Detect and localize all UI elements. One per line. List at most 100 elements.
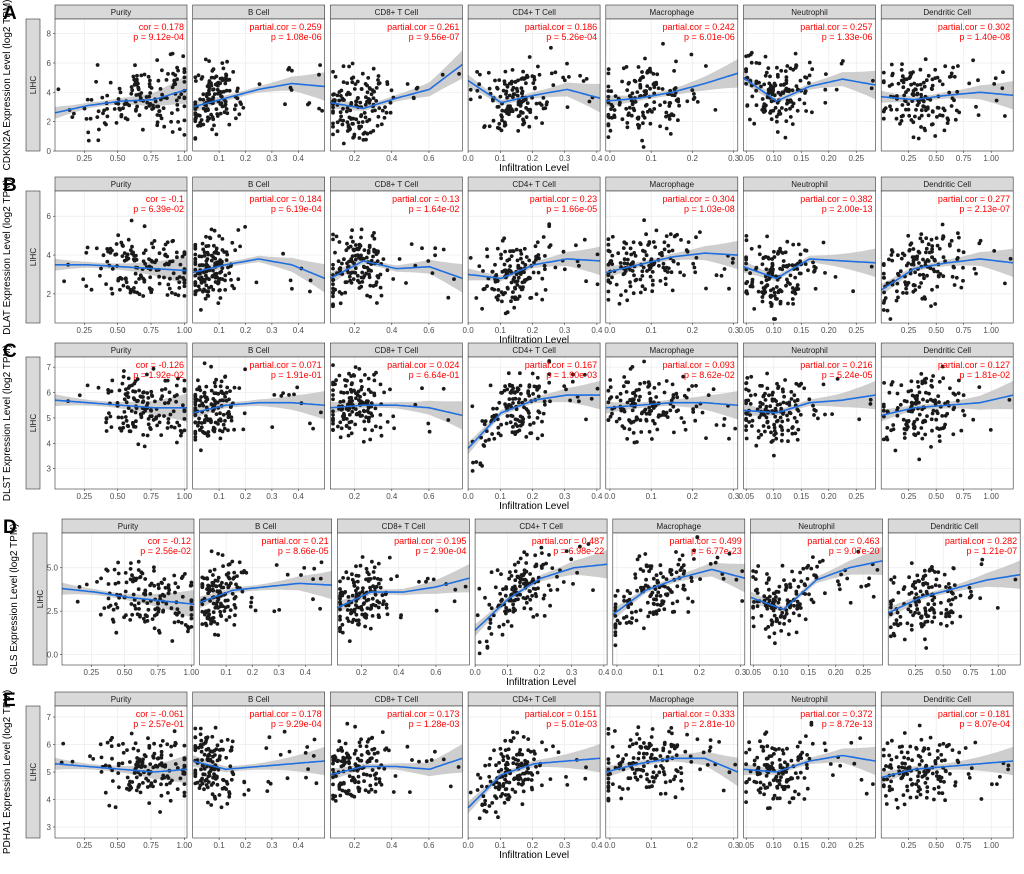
data-point <box>121 106 125 111</box>
data-point <box>355 273 360 278</box>
data-point <box>885 426 890 430</box>
data-point <box>652 386 657 390</box>
data-point <box>675 395 680 400</box>
data-point <box>201 247 206 252</box>
data-point <box>777 621 782 625</box>
data-point <box>644 89 648 93</box>
data-point <box>105 93 110 98</box>
confidence-band <box>55 393 187 422</box>
data-point <box>780 432 785 437</box>
data-point <box>160 388 164 392</box>
facet-title: Macrophage <box>650 346 695 355</box>
data-point <box>553 70 558 75</box>
data-point <box>509 389 514 393</box>
data-point <box>511 95 515 99</box>
data-point <box>780 90 785 95</box>
data-point <box>163 242 168 247</box>
data-point <box>811 260 815 265</box>
data-point <box>639 430 644 434</box>
data-point <box>627 427 632 432</box>
data-point <box>223 418 227 423</box>
data-point <box>142 591 146 596</box>
data-point <box>272 393 277 397</box>
data-point <box>1007 398 1012 402</box>
x-tick-label: 0.1 <box>214 154 226 163</box>
data-point <box>170 259 175 264</box>
data-point <box>130 88 135 93</box>
data-point <box>420 386 424 391</box>
data-point <box>353 422 358 427</box>
data-point <box>480 306 484 311</box>
data-point <box>906 233 911 238</box>
data-point <box>360 413 364 418</box>
data-point <box>99 576 103 581</box>
data-point <box>331 266 335 271</box>
data-point <box>357 286 362 290</box>
data-point <box>368 283 373 288</box>
data-point <box>485 247 489 252</box>
data-point <box>395 574 399 579</box>
data-point <box>864 584 869 588</box>
data-point <box>783 250 788 255</box>
plot-border <box>54 18 188 152</box>
data-point <box>311 426 315 431</box>
data-point <box>535 240 540 245</box>
data-point <box>555 587 560 592</box>
data-point <box>143 619 147 624</box>
data-point <box>105 107 109 111</box>
data-point <box>634 609 638 614</box>
data-point <box>615 588 620 593</box>
data-point <box>505 258 510 263</box>
data-point <box>888 599 893 604</box>
x-tick-label: 0.75 <box>956 154 972 163</box>
data-point <box>772 425 777 430</box>
data-point <box>928 608 932 612</box>
data-point <box>727 436 731 441</box>
data-point <box>501 622 506 627</box>
data-point <box>758 400 763 405</box>
plot-border <box>192 190 325 324</box>
data-point <box>385 268 390 273</box>
data-point <box>359 253 363 258</box>
data-point <box>151 106 156 110</box>
data-point <box>909 590 914 595</box>
data-point <box>219 601 223 606</box>
data-point <box>923 609 928 613</box>
data-point <box>888 605 893 610</box>
data-point <box>933 76 938 80</box>
data-point <box>943 422 947 427</box>
x-tick-label: 0.4 <box>598 668 610 677</box>
data-point <box>937 439 942 443</box>
data-point <box>493 262 497 267</box>
data-point <box>896 253 900 258</box>
data-point <box>777 597 782 602</box>
data-point <box>627 111 631 116</box>
data-point <box>204 283 209 288</box>
data-point <box>106 596 111 601</box>
data-point <box>658 103 662 107</box>
data-point <box>166 591 171 596</box>
data-point <box>338 435 343 440</box>
data-point <box>235 574 239 578</box>
data-point <box>610 411 614 416</box>
data-point <box>212 243 216 248</box>
data-point <box>627 105 632 110</box>
data-point <box>350 228 354 233</box>
data-point <box>176 619 181 624</box>
data-point <box>686 387 691 392</box>
data-point <box>909 379 914 384</box>
data-point <box>745 291 750 296</box>
data-point <box>202 576 207 581</box>
data-point <box>698 230 702 235</box>
data-point <box>765 420 770 424</box>
data-point <box>237 112 242 117</box>
data-point <box>161 609 165 614</box>
data-point <box>197 385 202 389</box>
data-point <box>373 108 377 113</box>
y-tick-label: 8 <box>47 30 52 39</box>
data-point <box>704 286 708 291</box>
data-point <box>409 242 414 247</box>
data-point <box>361 275 366 280</box>
